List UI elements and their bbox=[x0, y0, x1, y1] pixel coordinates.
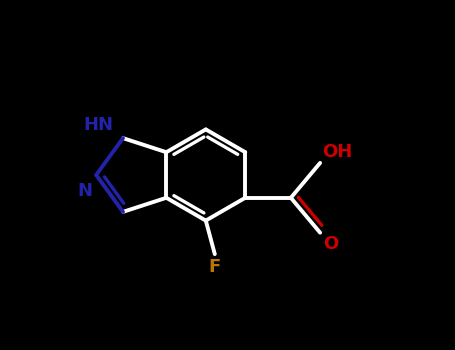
Text: O: O bbox=[324, 235, 339, 253]
Text: F: F bbox=[209, 258, 221, 275]
Text: OH: OH bbox=[322, 143, 353, 161]
Text: N: N bbox=[78, 182, 93, 199]
Text: HN: HN bbox=[83, 116, 113, 134]
